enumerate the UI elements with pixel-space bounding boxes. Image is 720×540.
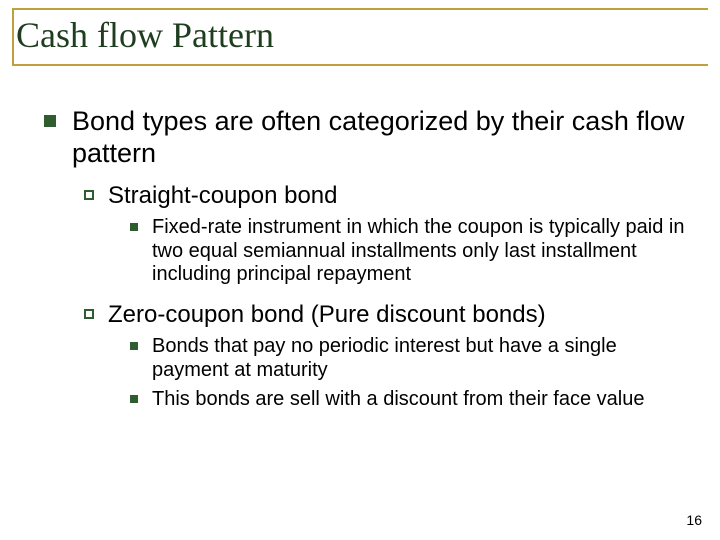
page-number: 16 — [686, 512, 702, 528]
title-underline — [12, 64, 708, 66]
slide: Cash flow Pattern Bond types are often c… — [0, 0, 720, 540]
square-bullet-filled-icon — [44, 115, 56, 127]
bullet-text: This bonds are sell with a discount from… — [152, 388, 644, 412]
bullet-text: Bond types are often categorized by thei… — [72, 106, 690, 170]
bullet-lvl3: Fixed-rate instrument in which the coupo… — [130, 216, 690, 287]
slide-content: Bond types are often categorized by thei… — [0, 62, 720, 412]
bullet-lvl2: Straight-coupon bond — [84, 182, 690, 210]
bullet-text: Straight-coupon bond — [108, 182, 338, 210]
bullet-lvl3: Bonds that pay no periodic interest but … — [130, 335, 690, 382]
bullet-lvl1: Bond types are often categorized by thei… — [44, 106, 690, 170]
bullet-text: Fixed-rate instrument in which the coupo… — [152, 216, 690, 287]
bullet-text: Bonds that pay no periodic interest but … — [152, 335, 690, 382]
square-bullet-small-icon — [130, 395, 138, 403]
square-bullet-outline-icon — [84, 190, 94, 200]
square-bullet-small-icon — [130, 223, 138, 231]
bullet-lvl3: This bonds are sell with a discount from… — [130, 388, 690, 412]
slide-title: Cash flow Pattern — [16, 14, 720, 56]
square-bullet-outline-icon — [84, 309, 94, 319]
title-container: Cash flow Pattern — [0, 0, 720, 62]
square-bullet-small-icon — [130, 342, 138, 350]
bullet-lvl2: Zero-coupon bond (Pure discount bonds) — [84, 301, 690, 329]
bullet-text: Zero-coupon bond (Pure discount bonds) — [108, 301, 546, 329]
